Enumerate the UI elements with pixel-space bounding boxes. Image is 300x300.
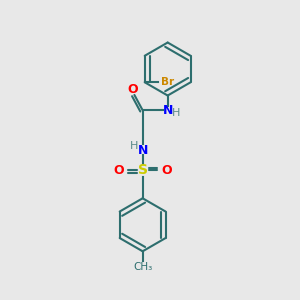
Text: H: H [130,141,139,151]
Text: O: O [161,164,172,177]
Text: N: N [163,104,173,117]
Text: CH₃: CH₃ [133,262,152,272]
Text: N: N [137,144,148,157]
Text: H: H [172,108,180,118]
Text: Br: Br [161,77,174,87]
Text: S: S [138,163,148,177]
Text: O: O [128,83,138,96]
Text: O: O [114,164,124,177]
